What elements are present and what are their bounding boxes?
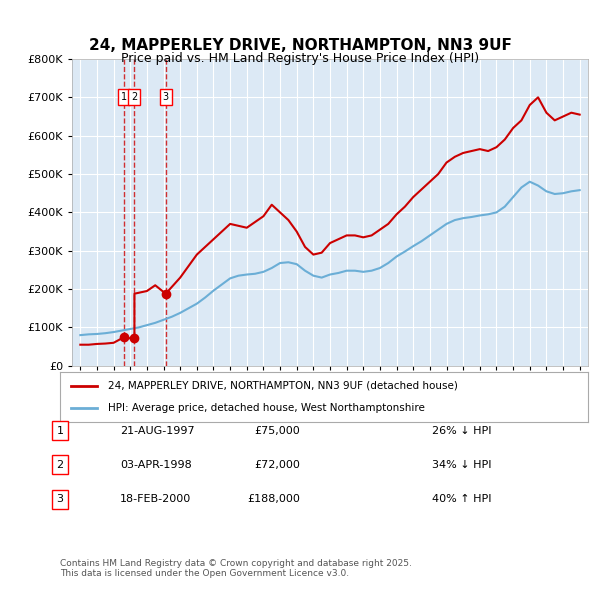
Text: 24, MAPPERLEY DRIVE, NORTHAMPTON, NN3 9UF (detached house): 24, MAPPERLEY DRIVE, NORTHAMPTON, NN3 9U… [107,381,457,391]
Text: 18-FEB-2000: 18-FEB-2000 [120,494,191,504]
Text: 03-APR-1998: 03-APR-1998 [120,460,192,470]
Text: Price paid vs. HM Land Registry's House Price Index (HPI): Price paid vs. HM Land Registry's House … [121,52,479,65]
Text: £75,000: £75,000 [254,426,300,435]
Text: HPI: Average price, detached house, West Northamptonshire: HPI: Average price, detached house, West… [107,403,424,413]
Text: 1: 1 [121,93,127,102]
Text: 3: 3 [163,93,169,102]
Text: 1: 1 [56,426,64,435]
Text: 2: 2 [131,93,137,102]
Text: 40% ↑ HPI: 40% ↑ HPI [432,494,491,504]
Text: £188,000: £188,000 [247,494,300,504]
Text: 3: 3 [56,494,64,504]
Text: Contains HM Land Registry data © Crown copyright and database right 2025.
This d: Contains HM Land Registry data © Crown c… [60,559,412,578]
Text: £72,000: £72,000 [254,460,300,470]
Text: 26% ↓ HPI: 26% ↓ HPI [432,426,491,435]
Text: 24, MAPPERLEY DRIVE, NORTHAMPTON, NN3 9UF: 24, MAPPERLEY DRIVE, NORTHAMPTON, NN3 9U… [89,38,511,53]
Text: 2: 2 [56,460,64,470]
Text: 34% ↓ HPI: 34% ↓ HPI [432,460,491,470]
Text: 21-AUG-1997: 21-AUG-1997 [120,426,194,435]
